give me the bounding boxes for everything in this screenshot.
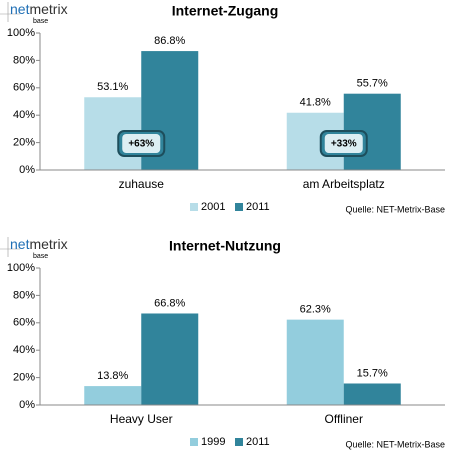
bar [84, 386, 142, 405]
legend-swatch [235, 203, 243, 211]
annotation: +63% [128, 139, 154, 150]
x-tick-label: Heavy User [110, 412, 173, 426]
y-tick-label: 20% [13, 372, 35, 384]
legend-label: 2001 [201, 201, 225, 213]
x-tick-label: Offliner [325, 412, 363, 426]
legend-swatch [235, 438, 243, 446]
logo-part: metrix [29, 236, 67, 252]
logo-sub: base [33, 18, 48, 25]
logo: netmetrix [10, 1, 68, 17]
legend-label: 2011 [246, 201, 270, 213]
legend-swatch [190, 203, 198, 211]
legend-label: 2011 [246, 436, 270, 448]
x-tick-label: am Arbeitsplatz [303, 177, 385, 191]
logo-part: metrix [29, 1, 67, 17]
value-label: 53.1% [97, 81, 128, 93]
logo-part: net [10, 1, 30, 17]
logo: netmetrix [10, 236, 68, 252]
y-tick-label: 0% [19, 399, 35, 411]
bar [141, 313, 199, 405]
logo-part: net [10, 236, 30, 252]
legend-swatch [190, 438, 198, 446]
y-tick-label: 0% [19, 164, 35, 176]
y-tick-label: 80% [13, 289, 35, 301]
chart-title: Internet-Nutzung [169, 238, 281, 254]
annotation: +33% [331, 139, 357, 150]
value-label: 62.3% [300, 304, 331, 316]
source: Quelle: NET-Metrix-Base [345, 439, 445, 449]
value-label: 15.7% [357, 367, 388, 379]
bar [286, 319, 344, 405]
value-label: 55.7% [357, 78, 388, 90]
y-tick-label: 80% [13, 54, 35, 66]
value-label: 86.8% [154, 35, 185, 47]
y-tick-label: 40% [13, 344, 35, 356]
y-tick-label: 60% [13, 82, 35, 94]
y-tick-label: 100% [7, 27, 35, 39]
annotation-inner [122, 134, 161, 153]
logo-sub: base [33, 253, 48, 260]
legend-label: 1999 [201, 436, 225, 448]
y-tick-label: 40% [13, 109, 35, 121]
annotation-inner [324, 134, 363, 153]
x-tick-label: zuhause [119, 177, 165, 191]
y-tick-label: 20% [13, 137, 35, 149]
y-tick-label: 60% [13, 317, 35, 329]
value-label: 41.8% [300, 97, 331, 109]
y-tick-label: 100% [7, 262, 35, 274]
value-label: 13.8% [97, 370, 128, 382]
bar [343, 383, 401, 405]
source: Quelle: NET-Metrix-Base [345, 204, 445, 214]
chart-title: Internet-Zugang [172, 3, 279, 19]
value-label: 66.8% [154, 297, 185, 309]
